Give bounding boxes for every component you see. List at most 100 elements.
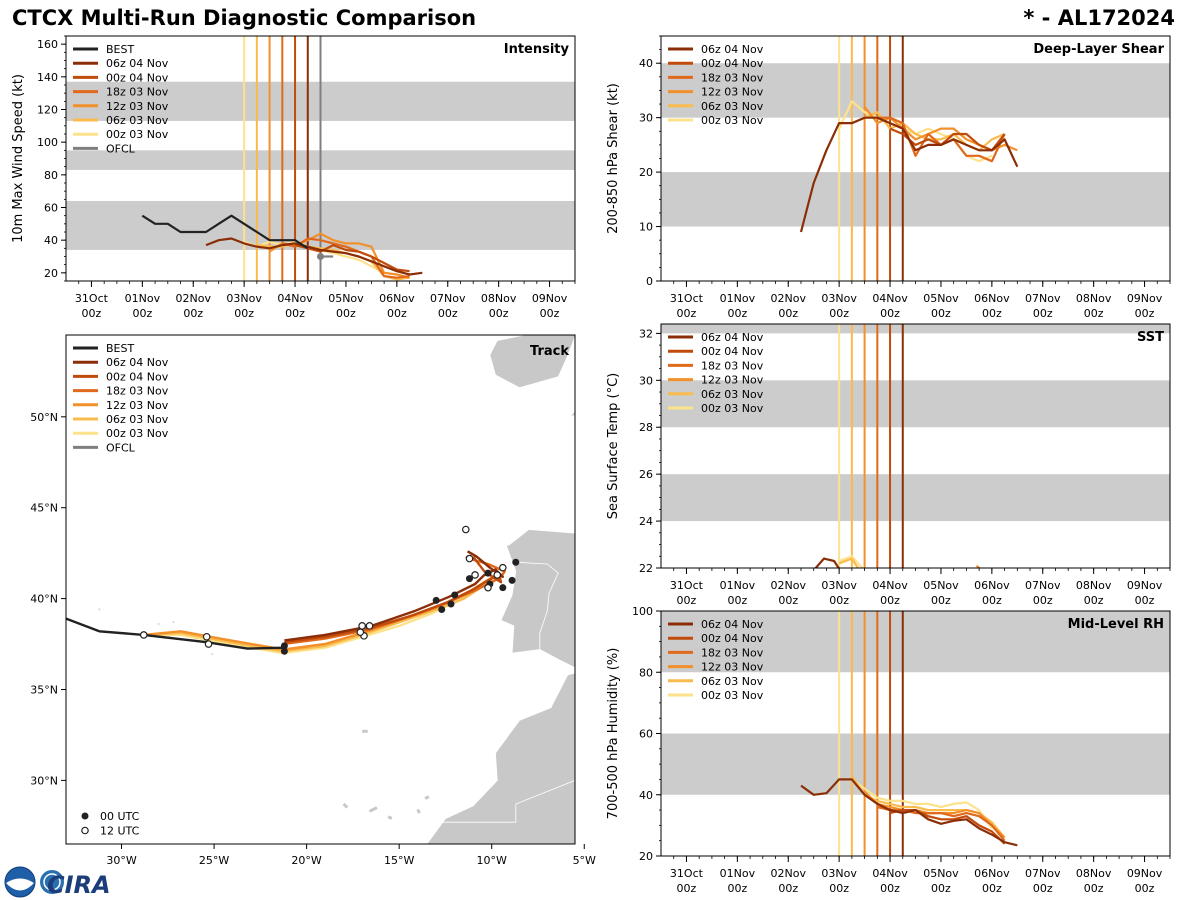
intensity-ylabel: 10m Max Wind Speed (kt)	[11, 74, 26, 243]
track-island-1	[368, 806, 378, 813]
intensity-series-06z-04-nov	[205, 237, 423, 276]
sst-legend-label-06z-03-nov: 06z 03 Nov	[701, 388, 764, 401]
intensity-legend-label-06z-04-nov: 06z 04 Nov	[106, 57, 169, 70]
shear-xtick-label-hour: 00z	[880, 307, 900, 320]
sst-series-06z-04-nov	[814, 557, 840, 568]
track-legend-label-00z-03-nov: 00z 03 Nov	[106, 427, 169, 440]
intensity-ytick-label-80: 80	[44, 169, 58, 182]
track-marker-legend-open	[81, 826, 89, 835]
track-xtick-label: 15°W	[384, 854, 414, 867]
intensity-ofcl-point	[317, 253, 324, 260]
shear-xtick-label-date: 09Nov	[1127, 292, 1163, 305]
intensity-ytick-label-140: 140	[37, 71, 58, 84]
sst-xtick-label-date: 09Nov	[1127, 579, 1163, 592]
track-legend-label-best: BEST	[106, 342, 134, 355]
sst-xtick-label-hour: 00z	[1033, 594, 1053, 607]
sst-xtick-label-date: 04Nov	[872, 579, 908, 592]
shear-xtick-label-hour: 00z	[1033, 307, 1053, 320]
sst-xtick-label-hour: 00z	[677, 594, 697, 607]
rh-legend-label-06z-03-nov: 06z 03 Nov	[701, 675, 764, 688]
sst-legend-label-18z-03-nov: 18z 03 Nov	[701, 359, 764, 372]
track-ytick-label: 40°N	[30, 593, 58, 606]
rh-legend-label-12z-03-nov: 12z 03 Nov	[701, 661, 764, 674]
track-point-00utc	[512, 558, 520, 566]
track-frame	[65, 334, 576, 845]
track-panel: 30°W 25°W 20°W 15°W 10°W 5°W 30°N 35°N 40°N 45°N 5…	[30, 334, 596, 867]
track-point-00utc	[484, 569, 492, 577]
intensity-xtick-label-date: 03Nov	[226, 292, 262, 305]
rh-panel: 20 40 60 80 100 31Oct 00z 01Nov 00z 02Nov 00z 03Nov…	[606, 605, 1171, 895]
sst-xtick-label-hour: 00z	[829, 594, 849, 607]
intensity-xtick-label-hour: 00z	[387, 307, 407, 320]
track-xtick-label: 20°W	[291, 854, 321, 867]
track-point-12utc	[356, 628, 365, 637]
sst-title: SST	[1137, 330, 1164, 345]
sst-series-00z-03-nov	[838, 555, 863, 568]
intensity-ytick-label-100: 100	[37, 136, 58, 149]
track-point-12utc	[365, 622, 374, 630]
track-island-0	[342, 802, 349, 809]
rh-xtick-label-hour: 00z	[677, 882, 697, 895]
shear-xtick-label-date: 01Nov	[720, 292, 756, 305]
rh-xtick-label-date: 31Oct	[670, 867, 704, 880]
shear-band-0	[661, 172, 1170, 227]
shear-xtick-label-date: 02Nov	[771, 292, 807, 305]
intensity-legend-label-00z-04-nov: 00z 04 Nov	[106, 71, 169, 84]
track-point-00utc	[499, 584, 507, 592]
rh-xtick-label-date: 04Nov	[872, 867, 908, 880]
shear-legend-label-00z-03-nov: 00z 03 Nov	[701, 114, 764, 127]
noaa-logo-icon	[4, 866, 36, 898]
shear-series-06z-04-nov	[799, 116, 1019, 233]
intensity-panel: 20 40 60 80 100 120 140 160 31Oct 00z 01Nov 00z 02No…	[11, 35, 576, 320]
sst-xtick-label-hour: 00z	[880, 594, 900, 607]
track-marker-legend-filled	[81, 812, 89, 820]
shear-ylabel: 200-850 hPa Shear (kt)	[606, 83, 621, 234]
shear-ytick-label-30: 30	[639, 112, 653, 125]
track-point-12utc	[499, 563, 507, 572]
shear-ytick-label-20: 20	[639, 166, 653, 179]
track-point-12utc	[358, 622, 366, 630]
shear-legend-label-00z-04-nov: 00z 04 Nov	[701, 57, 764, 70]
shear-xtick-label-hour: 00z	[829, 307, 849, 320]
intensity-xtick-label-hour: 00z	[132, 307, 152, 320]
sst-ytick-label-26: 26	[639, 468, 653, 481]
cira-globe-icon	[40, 870, 64, 894]
rh-legend-label-00z-03-nov: 00z 03 Nov	[701, 689, 764, 702]
track-land-brittany	[575, 442, 588, 447]
rh-xtick-label-hour: 00z	[727, 882, 747, 895]
intensity-xtick-label-date: 09Nov	[532, 292, 568, 305]
intensity-legend-label-06z-03-nov: 06z 03 Nov	[106, 114, 169, 127]
intensity-xtick-label-date: 05Nov	[328, 292, 364, 305]
sst-xtick-label-date: 05Nov	[923, 579, 959, 592]
sst-band-0	[661, 474, 1170, 522]
track-plot-area	[66, 335, 588, 844]
sst-ylabel: Sea Surface Temp (°C)	[606, 373, 621, 520]
track-title: Track	[530, 344, 569, 359]
intensity-legend-label-best: BEST	[106, 43, 134, 56]
shear-xtick-label-hour: 00z	[982, 307, 1002, 320]
track-series-best	[66, 617, 285, 650]
rh-ytick-label-20: 20	[639, 850, 653, 863]
rh-series-06z-04-nov	[800, 778, 1018, 847]
sst-legend-label-12z-03-nov: 12z 03 Nov	[701, 374, 764, 387]
sst-band-1	[661, 380, 1170, 428]
intensity-series-18z-03-nov	[282, 237, 410, 279]
cira-logo: CIRA	[4, 866, 111, 899]
sst-xtick-label-hour: 00z	[1084, 594, 1104, 607]
track-series-00z-04-nov	[284, 556, 503, 644]
shear-ytick-label-40: 40	[639, 57, 653, 70]
shear-panel: 0 10 20 30 40 31Oct 00z 01Nov 00z 02Nov 00z 03Nov 00…	[606, 35, 1171, 320]
intensity-xtick-label-date: 08Nov	[481, 292, 517, 305]
track-series-18z-03-nov	[282, 555, 506, 646]
track-point-00utc	[280, 642, 288, 650]
rh-xtick-label-date: 02Nov	[771, 867, 807, 880]
rh-xtick-label-hour: 00z	[880, 882, 900, 895]
shear-band-1	[661, 63, 1170, 118]
sst-xtick-label-date: 06Nov	[974, 579, 1010, 592]
track-marker-legend-label: 00 UTC	[100, 810, 140, 823]
rh-legend-label-06z-04-nov: 06z 04 Nov	[701, 618, 764, 631]
intensity-ytick-label-60: 60	[44, 202, 58, 215]
intensity-ytick-label-120: 120	[37, 104, 58, 117]
sst-xtick-label-date: 03Nov	[821, 579, 857, 592]
track-legend-label-12z-03-nov: 12z 03 Nov	[106, 399, 169, 412]
